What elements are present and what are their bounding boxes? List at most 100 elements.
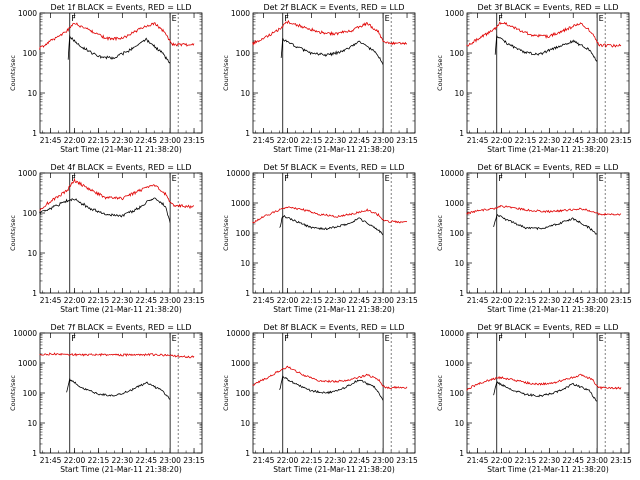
x-tick-label: 22:00 [64,296,86,305]
y-axis-label: Counts/sec [436,215,444,251]
x-tick-label: 22:45 [562,456,584,465]
series-lld-line [466,205,622,216]
x-axis-label: Start Time (21-Mar-11 21:38:20) [60,305,182,314]
x-tick-label: 23:00 [159,296,181,305]
x-tick-label: 23:00 [159,136,181,145]
y-tick-label: 1 [459,129,464,138]
y-tick-label: 1 [32,289,37,298]
y-axis-label: Counts/sec [436,375,444,411]
y-tick-label: 10 [454,259,464,268]
x-tick-label: 22:45 [348,296,370,305]
x-tick-label: 21:45 [467,136,489,145]
y-tick-label: 10 [27,419,37,428]
series-lld-line [252,206,408,224]
x-tick-label: 21:45 [40,456,62,465]
y-tick-label: 10 [454,419,464,428]
plot-frame [252,12,416,134]
y-tick-label: 1000 [445,359,464,368]
y-tick-label: 1000 [18,359,37,368]
marker-label-f: F [71,174,76,183]
x-tick-label: 23:00 [159,456,181,465]
series-lld-line [466,373,622,391]
x-tick-label: 23:00 [372,296,394,305]
series-lld-line [39,352,195,359]
y-tick-label: 1000 [18,169,37,178]
series-events-line [493,381,598,402]
plot-title: Det 6f BLACK = Events, RED = LLD [477,163,618,172]
y-tick-label: 100 [236,229,251,238]
x-tick-label: 22:30 [325,136,347,145]
plot-frame [466,332,630,454]
x-axis-label: Start Time (21-Mar-11 21:38:20) [273,465,395,474]
plot-panel-1: Det 1f BLACK = Events, RED = LLD 1 10 100 10… [9,3,205,154]
marker-label-e: E [385,174,390,183]
y-tick-label: 1000 [445,199,464,208]
y-tick-label: 100 [450,49,465,58]
x-axis-label: Start Time (21-Mar-11 21:38:20) [60,145,182,154]
marker-label-f: F [498,174,503,183]
x-tick-label: 22:00 [491,456,513,465]
x-tick-label: 23:00 [586,296,608,305]
x-tick-label: 22:15 [301,456,323,465]
y-axis-label: Counts/sec [222,55,230,91]
y-tick-label: 1000 [231,199,250,208]
marker-label-e: E [172,14,177,23]
y-tick-label: 10000 [13,329,37,338]
y-tick-label: 10000 [226,329,250,338]
y-tick-label: 10 [240,419,250,428]
series-lld-line [39,22,195,50]
y-axis-label: Counts/sec [9,55,17,91]
x-tick-label: 22:00 [64,456,86,465]
x-axis-label: Start Time (21-Mar-11 21:38:20) [487,465,609,474]
y-tick-label: 10000 [440,329,464,338]
x-tick-label: 22:45 [135,456,157,465]
x-tick-label: 22:00 [64,136,86,145]
x-tick-label: 22:45 [348,136,370,145]
y-tick-label: 1 [32,449,37,458]
x-tick-label: 22:45 [562,296,584,305]
plot-panel-9: Det 9f BLACK = Events, RED = LLD 1 10 100 10… [436,323,632,474]
x-tick-label: 21:45 [253,296,275,305]
y-tick-label: 1 [245,449,250,458]
plot-title: Det 3f BLACK = Events, RED = LLD [477,3,618,12]
y-tick-label: 10000 [440,169,464,178]
marker-label-f: F [284,334,289,343]
marker-label-e: E [599,174,604,183]
x-tick-label: 22:30 [539,456,561,465]
y-axis-label: Counts/sec [9,215,17,251]
x-tick-label: 23:15 [396,136,418,145]
plot-title: Det 1f BLACK = Events, RED = LLD [50,3,191,12]
plot-panel-2: Det 2f BLACK = Events, RED = LLD 1 10 100 10… [222,3,418,154]
x-tick-label: 23:00 [372,456,394,465]
y-tick-label: 1000 [18,9,37,18]
y-axis-label: Counts/sec [222,375,230,411]
x-tick-label: 23:15 [183,456,205,465]
y-tick-label: 10 [454,89,464,98]
x-axis-label: Start Time (21-Mar-11 21:38:20) [273,145,395,154]
y-axis-label: Counts/sec [436,55,444,91]
x-tick-label: 23:15 [610,456,632,465]
x-tick-label: 22:30 [112,456,134,465]
x-tick-label: 21:45 [253,136,275,145]
y-axis-label: Counts/sec [222,215,230,251]
x-tick-label: 22:30 [325,296,347,305]
x-tick-label: 23:15 [610,296,632,305]
x-tick-label: 22:00 [277,136,299,145]
series-events-line [39,197,171,223]
y-tick-label: 10 [27,249,37,258]
x-tick-label: 22:00 [491,296,513,305]
plot-title: Det 2f BLACK = Events, RED = LLD [263,3,404,12]
y-axis-label: Counts/sec [9,375,17,411]
marker-label-f: F [498,14,503,23]
marker-label-f: F [284,174,289,183]
series-events-line [279,214,384,236]
plot-frame [466,172,630,294]
y-tick-label: 100 [450,389,465,398]
series-events-line [494,34,598,63]
plot-panel-7: Det 7f BLACK = Events, RED = LLD 1 10 100 10… [9,323,205,474]
plot-frame [39,12,203,134]
marker-label-e: E [599,334,604,343]
series-events-line [493,214,598,235]
plot-title: Det 9f BLACK = Events, RED = LLD [477,323,618,332]
x-axis-label: Start Time (21-Mar-11 21:38:20) [487,305,609,314]
